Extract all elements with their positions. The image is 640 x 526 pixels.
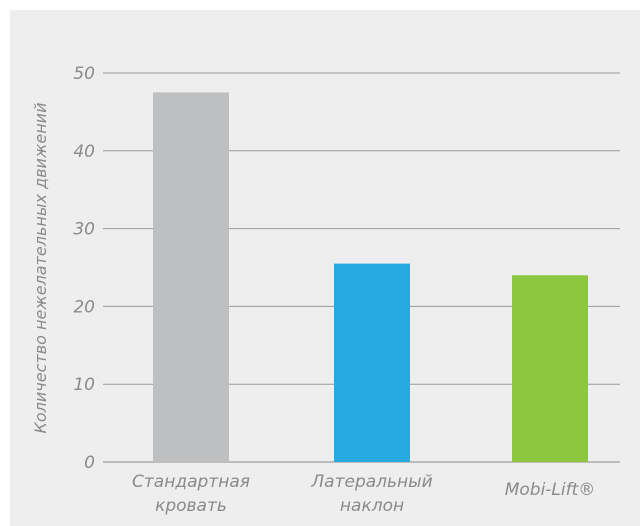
category-labels: Стандартная кровать Латеральный наклон Mobi-… <box>132 472 595 516</box>
y-tick-label: 50 <box>73 64 95 84</box>
bar <box>334 263 410 462</box>
bar <box>153 92 229 462</box>
y-tick-label: 30 <box>73 220 95 240</box>
category-label: кровать <box>155 496 227 516</box>
bars <box>153 92 588 462</box>
bar <box>512 275 588 462</box>
y-tick-label: 40 <box>73 142 95 162</box>
category-label: Стандартная <box>132 472 250 492</box>
y-axis-title: Количество нежелательных движений <box>31 103 50 434</box>
category-label: Mobi-Lift® <box>505 480 596 500</box>
y-tick-label: 0 <box>84 453 95 473</box>
y-tick-labels: 0 10 20 30 40 50 <box>73 64 95 473</box>
category-label: Латеральный <box>310 472 432 492</box>
category-label: наклон <box>340 496 404 516</box>
y-tick-label: 20 <box>73 297 95 317</box>
y-tick-label: 10 <box>73 375 95 395</box>
